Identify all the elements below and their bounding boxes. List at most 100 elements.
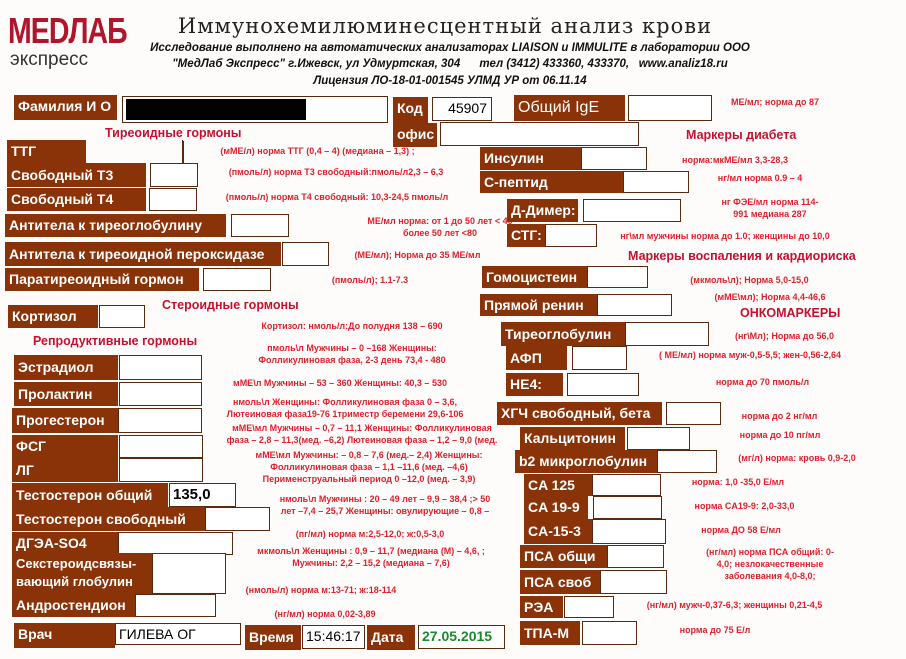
stg-value-field[interactable]: [545, 224, 597, 247]
estradiol-label: Эстрадиол: [14, 355, 118, 380]
cpep-value-field[interactable]: [623, 171, 689, 193]
dhea-value-field[interactable]: [118, 532, 233, 555]
rea-label: РЭА: [520, 596, 563, 618]
homocys-value-field[interactable]: [587, 266, 648, 288]
ca153-value-field[interactable]: [592, 519, 666, 544]
hcg-value-field[interactable]: [666, 402, 721, 425]
ddimer-norm: нг ФЭЕ/мл норма 114- 991 медиана 287: [721, 197, 819, 219]
section-thyroid: Тиреоидные гормоны: [105, 126, 242, 140]
shbg-label: Секстероидсвязы- вающий глобулин: [12, 553, 152, 594]
name-label: Фамилия И О: [14, 95, 117, 120]
calc-norm: норма до 10 пг/мл: [739, 430, 821, 440]
lh-value-field[interactable]: [119, 458, 203, 482]
cortisol-value-field[interactable]: [99, 305, 145, 328]
shbg-norm: (нмоль/л) норма м:13-71; ж:18-114: [245, 585, 397, 595]
atpo-value-field[interactable]: [282, 242, 329, 266]
shbg-value-field[interactable]: [152, 553, 226, 594]
insulin-value-field[interactable]: [581, 147, 647, 170]
afp-value-field[interactable]: [572, 346, 627, 370]
ige-norm: МЕ/мл; норма до 87: [731, 97, 819, 107]
psa-total-value-field[interactable]: [607, 545, 664, 568]
time-field[interactable]: 15:46:17: [302, 625, 365, 649]
cpep-label: С-пептид: [480, 171, 623, 193]
ttg-value-field[interactable]: [86, 140, 183, 163]
prolactin-value-field[interactable]: [119, 382, 202, 406]
section-reproductive: Репродуктивные гормоны: [33, 334, 198, 348]
tpam-value-field[interactable]: [582, 621, 637, 645]
ft4-value-field[interactable]: [149, 188, 197, 211]
page-title: Иммунохемилюминесцентный анализ крови: [177, 14, 713, 38]
tpam-norm: норма до 75 Е/л: [679, 625, 751, 635]
office-label: офис: [393, 123, 437, 147]
redaction-block: [126, 99, 306, 120]
psa-total-label: ПСА общи: [520, 545, 607, 568]
progesterone-value-field[interactable]: [118, 408, 202, 433]
calc-value-field[interactable]: [627, 427, 690, 450]
ca125-label: CA 125: [524, 474, 592, 496]
ca153-norm: норма ДО 58 Е/мл: [701, 525, 781, 535]
testo-total-norm: нмоль\л Мужчины : 20 – 49 лет – 9,9 – 38…: [279, 494, 491, 516]
progesterone-label: Прогестерон: [12, 408, 118, 433]
psa-free-value-field[interactable]: [600, 570, 667, 594]
prolactin-norm: мМЕ\л Мужчины – 53 – 360 Женщины: 40,3 –…: [233, 378, 447, 388]
andro-norm: (нг/мл) норма 0,02-3,89: [274, 609, 376, 619]
tg-value-field[interactable]: [625, 322, 709, 346]
divider: [183, 141, 184, 164]
ca153-label: CA-15-3: [524, 519, 592, 544]
ige-field[interactable]: [628, 95, 712, 121]
time-label: Время: [245, 625, 301, 650]
doctor-label: Врач: [14, 623, 115, 648]
ddimer-value-field[interactable]: [583, 199, 681, 222]
ca199-value-field[interactable]: [593, 496, 662, 519]
renin-norm: (мМЕ\мл); Норма 4,4-46,6: [714, 292, 826, 302]
he4-label: НЕ4:: [506, 373, 563, 396]
he4-value-field[interactable]: [567, 373, 639, 396]
code-label: Код: [393, 97, 428, 123]
insulin-label: Инсулин: [480, 147, 581, 170]
lh-norm: мМЕ\мл Мужчины: – 0,8 – 7,6 (мед.– 2,4) …: [255, 450, 483, 484]
fsh-label: ФСГ: [12, 435, 118, 458]
cpep-norm: нг/мл норма 0.9 – 4: [717, 173, 803, 183]
afp-label: АФП: [506, 346, 567, 370]
stg-norm: нг\мл мужчины норма до 1.0; женщины до 1…: [620, 231, 830, 241]
atg-norm: МЕ/мл норма: от 1 до 50 лет < 40 более 5…: [367, 216, 512, 238]
cortisol-norm: Кортизол: нмоль/л:До полудня 138 – 690: [261, 321, 443, 331]
calc-label: Кальцитонин: [520, 427, 625, 450]
cortisol-label: Кортизол: [8, 305, 98, 328]
renin-value-field[interactable]: [597, 294, 672, 316]
b2m-value-field[interactable]: [657, 450, 717, 473]
testo-free-label: Тестостерон свободный: [12, 507, 205, 531]
section-inflammation: Маркеры воспаления и кардиориска: [628, 249, 856, 263]
office-field[interactable]: [440, 122, 639, 146]
code-field[interactable]: 45907: [432, 97, 492, 121]
ca125-value-field[interactable]: [592, 474, 661, 496]
fsh-value-field[interactable]: [119, 435, 203, 458]
b2m-norm: (мг/л) норма: кровь 0,9-2,0: [738, 453, 856, 463]
testo-free-value-field[interactable]: [205, 507, 270, 531]
ft3-value-field[interactable]: [150, 163, 198, 187]
lab-info-line: Исследование выполнено на автоматических…: [150, 42, 750, 54]
tpam-label: ТПА-М: [520, 621, 580, 645]
andro-value-field[interactable]: [135, 594, 216, 617]
atg-label: Антитела к тиреоглобулину: [5, 214, 226, 237]
date-field[interactable]: 27.05.2015: [418, 625, 505, 649]
pth-value-field[interactable]: [203, 268, 271, 291]
rea-norm: (нг/мл) мужч-0,37-6,3; женщины 0,21-4,5: [646, 600, 823, 610]
atg-value-field[interactable]: [231, 214, 289, 237]
rea-value-field[interactable]: [564, 596, 614, 618]
afp-norm: ( МЕ/мл) норма муж-0,5-5,5; жен-0,56-2,6…: [658, 350, 841, 360]
ca125-norm: норма: 1,0 -35,0 Е/мл: [691, 477, 785, 487]
ca199-norm: норма CA19-9: 2,0-33,0: [694, 501, 795, 511]
doctor-field[interactable]: ГИЛЕВА ОГ: [115, 623, 241, 645]
name-field[interactable]: [122, 96, 388, 123]
testo-total-value-field[interactable]: 135,0: [169, 483, 236, 507]
estradiol-value-field[interactable]: [119, 355, 202, 380]
tg-norm: (нг\Мл); Норма до 56,0: [734, 331, 835, 341]
logo: MEDЛAБ: [8, 11, 128, 52]
ige-label: Общий IgE: [514, 95, 625, 121]
lh-label: ЛГ: [12, 458, 118, 482]
renin-label: Прямой ренин: [480, 294, 597, 316]
hcg-norm: норма до 2 нг/мл: [741, 411, 818, 421]
dhea-label: ДГЭА-SO4: [12, 532, 118, 555]
fsh-norm: мМЕ\мл Мужчины – 0,7 – 11,1 Женщины: Фол…: [226, 423, 498, 445]
